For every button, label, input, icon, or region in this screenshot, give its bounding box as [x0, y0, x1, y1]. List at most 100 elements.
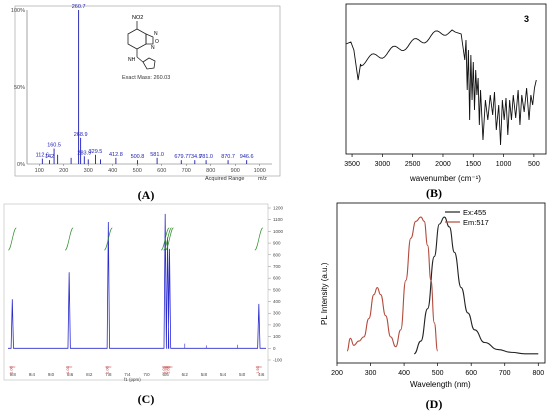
exact-mass-annotation: Exact Mass: 260.03 — [122, 75, 170, 81]
x-tick-label: 7.4 — [124, 372, 131, 377]
x-tick-label: 3500 — [344, 161, 360, 168]
x-tick-label: 800 — [206, 168, 215, 174]
x-tick-label: 8.2 — [86, 372, 93, 377]
substituent-label: NO2 — [132, 15, 143, 21]
peak-label: 112.6 — [36, 153, 49, 159]
y-tick-label: 1100 — [273, 217, 283, 222]
panel-c-nmr-spectrum: -100 0 100 200 300 400 500 600 700 800 900 1000 1100… — [0, 200, 295, 385]
integral-label: 1.03 — [66, 366, 70, 373]
y-tick-label: 400 — [273, 299, 281, 304]
x-tick-label: 500 — [528, 161, 540, 168]
y-tick-label: 800 — [273, 252, 281, 257]
y-tick-label: 900 — [273, 241, 281, 246]
series-line-ex — [413, 216, 539, 355]
x-tick-label: 900 — [231, 168, 240, 174]
y-tick-label: 1000 — [273, 229, 284, 234]
x-tick-label: 700 — [499, 370, 511, 377]
frame — [336, 202, 546, 364]
x-tick-label: 1000 — [254, 168, 266, 174]
amine-label: NH — [128, 57, 136, 63]
integral-label: 1.03 — [166, 366, 170, 373]
y-tick-label: 50% — [14, 85, 25, 91]
peak-label: 734.9 — [188, 154, 202, 160]
frame — [345, 3, 547, 155]
integral-label: 0.99 — [165, 366, 169, 373]
x-tick-label: 300 — [84, 168, 93, 174]
y-tick-label: 0% — [17, 162, 25, 168]
x-axis-unit: m/z — [258, 176, 267, 182]
x-tick-label: 9.0 — [48, 372, 55, 377]
pl-spectrum-chart: 200 300 400 500 600 700 800 Wavelength (nm) PL… — [320, 202, 546, 389]
x-tick-label: 8.6 — [67, 372, 74, 377]
y-tick-label: 100 — [273, 334, 281, 339]
caption-c: (C) — [137, 392, 155, 406]
integral-label: 1.00 — [9, 366, 13, 373]
legend-em: Em:517 — [463, 218, 489, 227]
caption-a: (A) — [137, 188, 155, 202]
frame — [14, 5, 281, 177]
x-axis-label: wavenumber (cm⁻¹) — [409, 174, 481, 183]
x-axis-label: Wavelength (nm) — [410, 380, 471, 389]
x-tick-label: 4.6 — [258, 372, 265, 377]
y-tick-label: 500 — [273, 287, 281, 292]
nmr-spectrum-chart: -100 0 100 200 300 400 500 600 700 800 900 1000 1100… — [3, 203, 284, 382]
ring-o-label: O — [155, 39, 159, 45]
caption-b: (B) — [426, 186, 442, 200]
caption-d: (D) — [425, 397, 443, 411]
frame — [3, 203, 269, 381]
panel-a-mass-spectrum: 0% 50% 100% 100 200 300 400 500 600 700 800 900 1000… — [0, 0, 285, 183]
peak-label: 260.7 — [72, 4, 86, 10]
x-tick-label: 400 — [108, 168, 117, 174]
x-tick-label: 1500 — [465, 161, 481, 168]
x-tick-label: 400 — [398, 370, 410, 377]
peak-label: 781.0 — [199, 154, 213, 160]
peak-label: 412.8 — [109, 152, 123, 158]
x-tick-label: 100 — [35, 168, 44, 174]
x-tick-label: 3000 — [375, 161, 391, 168]
x-tick-label: 200 — [331, 370, 343, 377]
integral-label: 1.00 — [105, 366, 109, 373]
x-tick-label: 300 — [365, 370, 377, 377]
peak-label: 142 — [45, 154, 54, 160]
legend-ex: Ex:455 — [463, 208, 486, 217]
y-tick-label: 0 — [273, 346, 276, 351]
x-tick-label: 2500 — [405, 161, 421, 168]
x-tick-label: 5.0 — [239, 372, 246, 377]
y-tick-label: 100% — [11, 8, 25, 14]
x-tick-label: 7.0 — [143, 372, 150, 377]
peak-label: 870.7 — [221, 154, 235, 160]
y-axis-label: PL Intensity (a.u.) — [320, 262, 329, 325]
x-tick-label: 800 — [532, 370, 544, 377]
panel-d-pl-spectrum: 200 300 400 500 600 700 800 Wavelength (nm) PL… — [315, 200, 550, 390]
peak-label: 946.6 — [240, 154, 254, 160]
x-tick-label: 9.8 — [10, 372, 17, 377]
mass-spectrum-chart: 0% 50% 100% 100 200 300 400 500 600 700 800 900 1000… — [11, 4, 281, 182]
y-tick-label: 1200 — [273, 206, 284, 211]
integral-curve — [160, 227, 170, 251]
integral-curve — [163, 227, 172, 251]
y-tick-label: 200 — [273, 322, 281, 327]
panel-b-ir-spectrum: 3500 3000 2500 2000 1500 1000 500 3 wavenumber… — [330, 0, 550, 190]
peak-label: 581.0 — [150, 152, 164, 158]
x-tick-label: 2000 — [435, 161, 451, 168]
y-tick-label: -100 — [273, 358, 283, 363]
peak-label: 329.5 — [89, 149, 103, 155]
x-tick-label: 700 — [182, 168, 191, 174]
x-tick-label: 1000 — [496, 161, 512, 168]
x-tick-label: 500 — [133, 168, 142, 174]
x-tick-label: 6.6 — [163, 372, 170, 377]
integral-label: 1.93 — [256, 366, 260, 373]
y-tick-label: 300 — [273, 311, 281, 316]
ring-n2-label: N — [151, 45, 155, 51]
integral-curve — [7, 227, 17, 251]
x-tick-label: 200 — [59, 168, 68, 174]
ring-n1-label: N — [154, 31, 158, 37]
integral-curve — [165, 227, 174, 251]
x-tick-label: 5.4 — [220, 372, 227, 377]
ir-trace — [345, 29, 537, 146]
peak-label: 500.8 — [131, 154, 145, 160]
integral-curve — [64, 227, 74, 251]
x-tick-label: 9.4 — [29, 372, 36, 377]
integral-curve — [254, 227, 264, 251]
integral-label: 1.04 — [162, 366, 166, 373]
